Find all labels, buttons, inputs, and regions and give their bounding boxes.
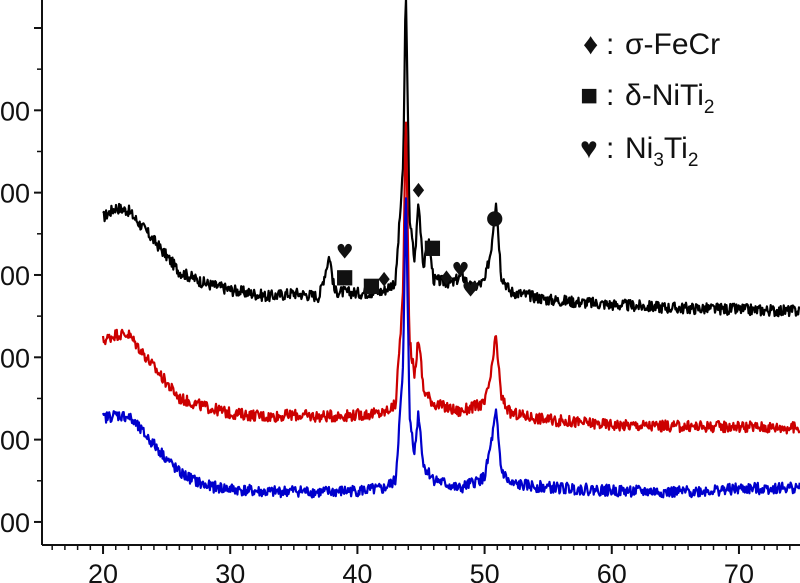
legend-colon: : [606, 28, 614, 61]
legend-label-fecr: σ-FeCr [625, 28, 720, 61]
legend-colon: : [606, 79, 614, 112]
legend-label-niti: δ-NiTi [625, 79, 704, 112]
x-tick-label: 70 [724, 559, 754, 583]
legend-colon: : [606, 132, 614, 165]
x-axis-ticks: 20 30 40 50 60 70 [51, 545, 791, 583]
peak-marker: ♦ [375, 267, 393, 291]
legend-symbol-diamond: ♦ [583, 28, 598, 61]
peak-marker: ■ [335, 264, 354, 288]
svg-text:Ni3Ti2: Ni3Ti2 [625, 132, 698, 171]
legend-entry-ni3ti2: ♥ : Ni3Ti2 [580, 132, 698, 171]
y-tick-label: 00 [0, 96, 30, 126]
legend-entry-fecr: ♦ : σ-FeCr [583, 28, 720, 61]
peak-marker: ● [486, 205, 503, 229]
legend-label-ni: Ni [625, 132, 653, 165]
legend-label-ti: Ti [664, 132, 688, 165]
x-tick-label: 60 [597, 559, 627, 583]
legend-symbol-heart: ♥ [580, 132, 598, 165]
x-tick-label: 40 [342, 559, 372, 583]
x-tick-label: 30 [215, 559, 245, 583]
peak-marker: ♥ [336, 240, 354, 264]
y-tick-label: 00 [0, 261, 30, 291]
peak-marker: ■ [423, 235, 442, 259]
series-line-1 [101, 121, 800, 435]
legend-subscript: 2 [704, 97, 715, 118]
series-line-0 [102, 0, 800, 318]
series-line-2 [101, 197, 800, 499]
y-tick-label: 00 [0, 343, 30, 373]
legend-subscript: 3 [653, 150, 664, 171]
x-tick-label: 20 [88, 559, 118, 583]
y-tick-label: 00 [0, 508, 30, 538]
legend-symbol-square: ■ [580, 79, 598, 112]
legend-entry-niti2: ■ : δ-NiTi2 [580, 79, 714, 118]
y-axis-ticks: 00 00 00 00 00 00 [0, 26, 42, 538]
svg-text:δ-NiTi2: δ-NiTi2 [625, 79, 714, 118]
peak-marker: ♦ [437, 266, 455, 290]
y-tick-label: 00 [0, 426, 30, 456]
peak-markers: ♥■ ■♦♦■♦♥♥● [335, 179, 503, 302]
legend-subscript: 2 [688, 150, 699, 171]
peak-marker: ♥ [462, 277, 480, 301]
y-tick-label: 00 [0, 179, 30, 209]
legend: ♦ : σ-FeCr ■ : δ-NiTi2 ♥ : Ni3Ti2 [580, 28, 720, 171]
peak-marker: ■ [362, 272, 381, 296]
x-tick-label: 50 [470, 559, 500, 583]
series-layer [101, 0, 800, 499]
peak-marker: ♦ [409, 179, 427, 203]
peak-marker: ♥ [451, 258, 469, 282]
